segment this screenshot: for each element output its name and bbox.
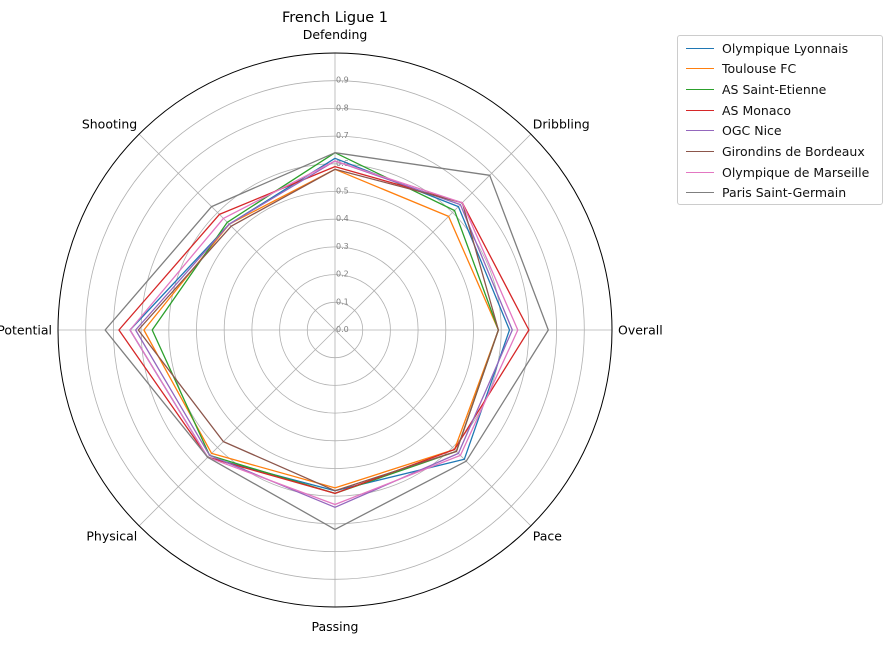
axis-label-overall: Overall: [618, 323, 663, 338]
legend: Olympique Lyonnais Toulouse FC AS Saint-Et…: [677, 35, 883, 205]
legend-label: OGC Nice: [722, 123, 782, 139]
legend-swatch: [686, 47, 714, 49]
radial-tick-label: 0.1: [336, 297, 349, 306]
legend-label: Toulouse FC: [722, 61, 797, 77]
grid-spoke: [138, 133, 336, 331]
axis-label-physical: Physical: [86, 528, 137, 543]
legend-label: Paris Saint-Germain: [722, 185, 847, 201]
radial-tick-labels: 0.00.10.20.30.40.50.60.70.80.9: [336, 76, 349, 334]
legend-label: Olympique de Marseille: [722, 164, 870, 180]
series-line-girondins-de-bordeaux: [137, 168, 500, 492]
legend-item: Paris Saint-Germain: [686, 183, 846, 203]
grid-spoke: [334, 329, 532, 527]
chart-title: French Ligue 1: [282, 10, 388, 26]
legend-label: Olympique Lyonnais: [722, 40, 849, 56]
legend-swatch: [686, 109, 714, 111]
legend-swatch: [686, 130, 714, 132]
series-line-as-saint-etienne: [151, 152, 500, 495]
axis-labels: Overall Dribbling Defending Shooting Potenti…: [0, 27, 663, 634]
series-line-ogc-nice: [134, 160, 513, 508]
grid-spoke: [138, 329, 336, 527]
legend-item: Olympique de Marseille: [686, 162, 869, 182]
legend-label: AS Monaco: [722, 102, 791, 118]
polar-frame: [57, 52, 613, 608]
series-line-paris-saint-germain: [104, 152, 549, 531]
legend-swatch: [686, 151, 714, 152]
series-line-olympique-de-marseille: [129, 160, 519, 506]
legend-item: Olympique Lyonnais: [686, 38, 848, 58]
radial-tick-label: 0.9: [336, 76, 349, 85]
legend-item: OGC Nice: [686, 121, 782, 141]
legend-swatch: [686, 171, 714, 173]
radial-tick-label: 0.0: [336, 325, 349, 334]
radial-tick-label: 0.8: [336, 103, 349, 112]
legend-item: AS Saint-Etienne: [686, 79, 826, 99]
legend-label: Girondins de Bordeaux: [722, 144, 865, 159]
radial-tick-label: 0.3: [336, 242, 349, 251]
axis-label-shooting: Shooting: [82, 117, 137, 132]
legend-swatch: [686, 192, 714, 194]
radial-tick-label: 0.4: [336, 214, 349, 223]
legend-item: AS Monaco: [686, 100, 791, 120]
axis-label-dribbling: Dribbling: [533, 117, 590, 132]
radial-tick-label: 0.2: [336, 270, 349, 279]
series-lines: [104, 152, 549, 531]
series-line-toulouse-fc: [143, 168, 500, 489]
axis-label-potential: Potential: [0, 323, 52, 338]
axis-label-passing: Passing: [312, 619, 359, 634]
axis-label-defending: Defending: [303, 27, 368, 42]
legend-label: AS Saint-Etienne: [722, 81, 827, 97]
grid-spoke: [334, 133, 532, 331]
axis-label-pace: Pace: [533, 528, 563, 543]
radial-tick-label: 0.7: [336, 131, 349, 140]
legend-swatch: [686, 88, 714, 90]
legend-swatch: [686, 68, 714, 70]
series-line-olympique-lyonnais: [129, 157, 511, 492]
radial-tick-label: 0.5: [336, 187, 349, 196]
legend-item: Toulouse FC: [686, 59, 796, 79]
legend-item: Girondins de Bordeaux: [686, 142, 865, 162]
